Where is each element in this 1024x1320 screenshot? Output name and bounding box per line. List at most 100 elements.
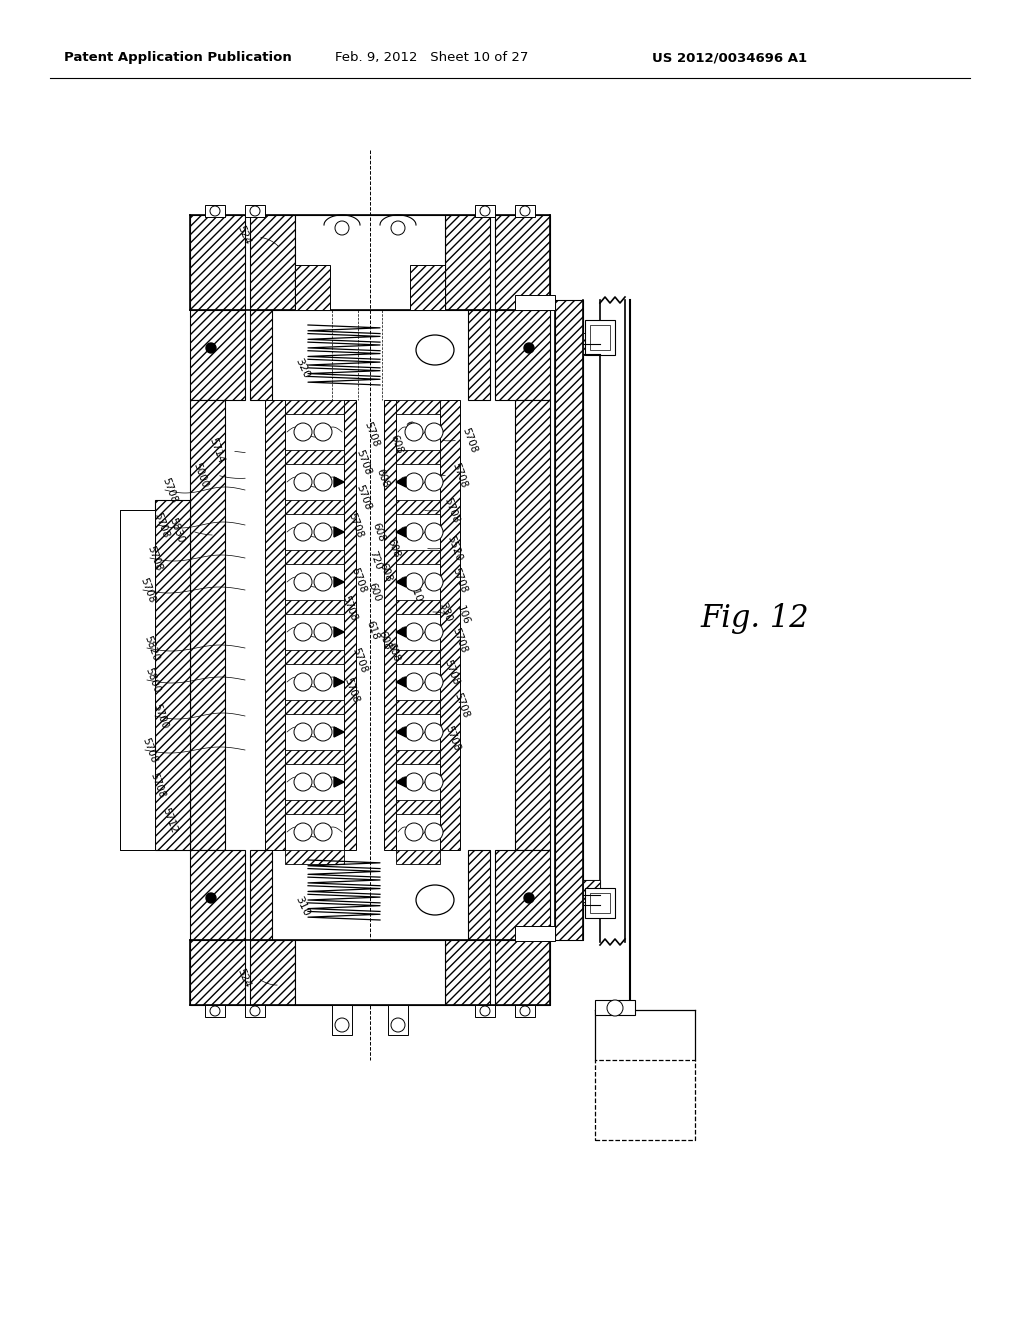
Circle shape [294,822,312,841]
Bar [265,400,285,850]
Bar [495,310,550,400]
Circle shape [425,523,443,541]
Bar [384,400,396,850]
Bar [285,750,344,764]
Bar [590,894,610,913]
Circle shape [294,523,312,541]
Text: 5708: 5708 [442,496,461,524]
Bar [120,780,155,850]
Bar [285,450,344,465]
Polygon shape [334,527,344,537]
Bar [285,800,344,814]
Text: 600: 600 [366,581,382,603]
Polygon shape [396,627,406,638]
Text: 524: 524 [236,968,252,989]
Text: 622: 622 [401,418,418,441]
Bar [120,510,155,579]
Circle shape [425,822,443,841]
Bar [190,400,225,850]
Text: 5830: 5830 [168,516,186,544]
Circle shape [250,1006,260,1016]
Text: 5708: 5708 [451,461,469,490]
Polygon shape [396,577,406,587]
Bar [285,400,344,414]
Circle shape [520,206,530,216]
Bar [468,310,490,400]
Text: 5708: 5708 [347,511,366,539]
Circle shape [314,573,332,591]
Text: 5712: 5712 [161,805,179,834]
Bar [396,649,440,664]
Bar [396,450,440,465]
Bar [205,205,225,216]
Bar [190,310,245,400]
Text: 608: 608 [374,467,390,488]
Text: 5708: 5708 [148,771,167,799]
Text: 5708: 5708 [354,483,373,511]
Circle shape [314,673,332,690]
Circle shape [480,206,490,216]
Text: Fig. 12: Fig. 12 [700,602,809,634]
Text: 5708: 5708 [161,477,179,504]
Bar [396,800,440,814]
Bar [590,325,610,350]
Text: 5708: 5708 [362,420,381,447]
Text: 5708: 5708 [351,645,370,675]
Bar [344,400,356,850]
Bar [155,500,190,850]
Bar [445,940,490,1005]
Bar [583,880,600,902]
Text: 5708: 5708 [350,566,369,594]
Text: 5708: 5708 [443,723,462,752]
Circle shape [425,774,443,791]
Polygon shape [396,777,406,787]
Circle shape [294,473,312,491]
Circle shape [406,573,423,591]
Circle shape [425,473,443,491]
Circle shape [425,723,443,741]
Polygon shape [334,627,344,638]
Circle shape [206,343,216,352]
Bar [555,300,583,940]
Polygon shape [334,477,344,487]
Bar [396,700,440,714]
Bar [396,550,440,564]
Circle shape [294,673,312,690]
Text: 608: 608 [385,537,401,558]
Bar [495,215,550,310]
Text: 5708: 5708 [451,626,469,655]
Circle shape [406,523,423,541]
Circle shape [524,343,534,352]
Text: 330: 330 [437,601,453,623]
Bar [190,215,245,310]
Bar [396,850,440,865]
Bar [583,335,600,352]
Polygon shape [334,777,344,787]
Text: 5708: 5708 [461,426,479,454]
Bar [468,850,490,940]
Circle shape [607,1001,623,1016]
Bar [515,294,555,310]
Bar [332,1005,352,1035]
Text: 608: 608 [385,642,401,663]
Bar [250,940,295,1005]
Circle shape [391,220,406,235]
Polygon shape [334,727,344,737]
Polygon shape [396,477,406,487]
Circle shape [425,422,443,441]
Circle shape [406,822,423,841]
Text: 608: 608 [388,433,404,455]
Bar [250,310,272,400]
Text: 5708: 5708 [341,594,359,622]
Circle shape [210,206,220,216]
Ellipse shape [416,884,454,915]
Circle shape [314,473,332,491]
Text: 5708: 5708 [140,735,159,764]
Bar [495,850,550,940]
Circle shape [425,673,443,690]
Bar [285,850,344,865]
Bar [585,319,615,355]
Bar [245,1005,265,1016]
Bar [205,1005,225,1016]
Polygon shape [334,677,344,686]
